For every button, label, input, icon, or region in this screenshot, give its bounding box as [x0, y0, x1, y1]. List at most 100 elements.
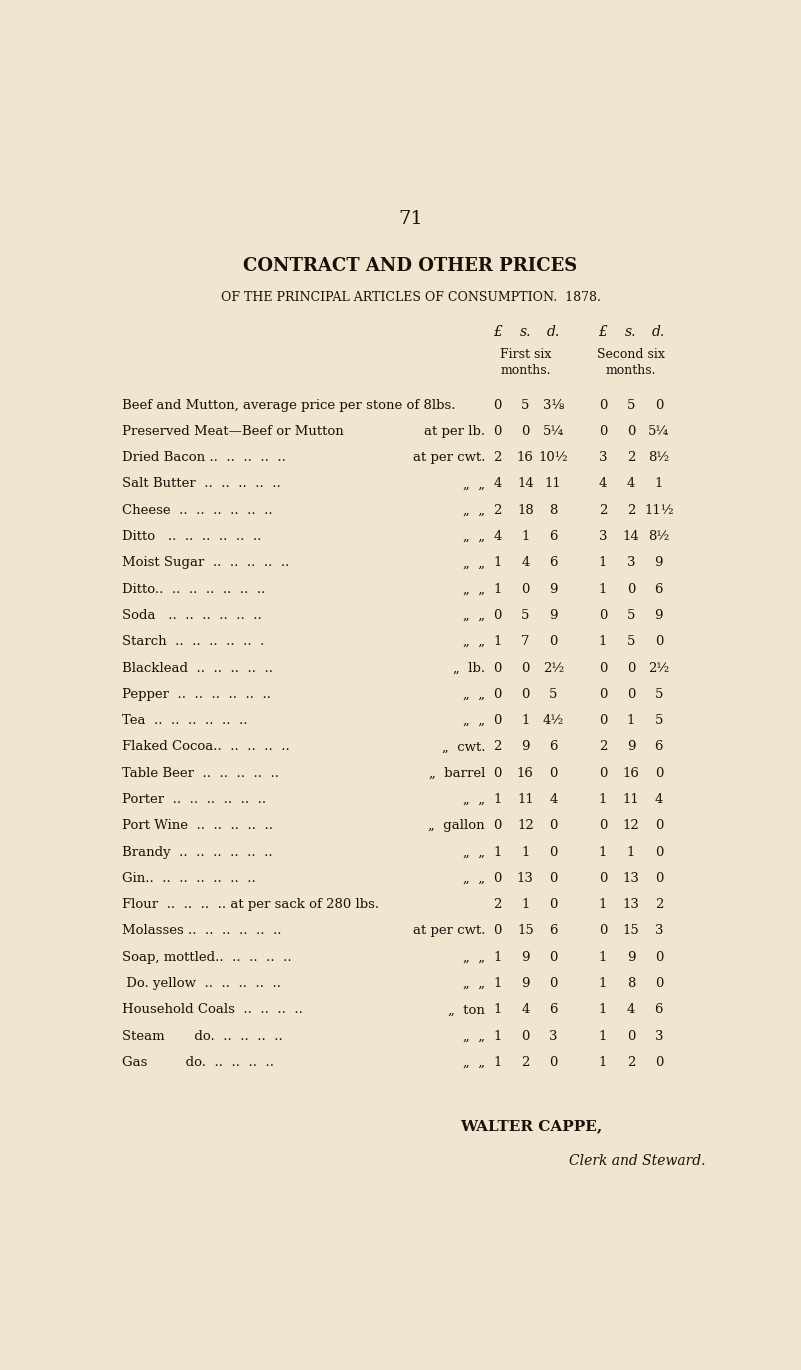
Text: Ditto..  ..  ..  ..  ..  ..  ..: Ditto.. .. .. .. .. .. ..: [122, 582, 265, 596]
Text: 0: 0: [654, 767, 663, 780]
Text: „  „: „ „: [463, 1056, 485, 1069]
Text: 4: 4: [654, 793, 663, 806]
Text: „  „: „ „: [463, 871, 485, 885]
Text: 1: 1: [493, 1030, 501, 1043]
Text: 5: 5: [626, 608, 635, 622]
Text: 0: 0: [626, 662, 635, 674]
Text: 3: 3: [549, 1030, 557, 1043]
Text: 11: 11: [517, 793, 533, 806]
Text: 71: 71: [398, 210, 423, 227]
Text: „  „: „ „: [463, 582, 485, 596]
Text: 2½: 2½: [648, 662, 670, 674]
Text: Gin..  ..  ..  ..  ..  ..  ..: Gin.. .. .. .. .. .. ..: [122, 871, 256, 885]
Text: 0: 0: [599, 662, 607, 674]
Text: 0: 0: [549, 871, 557, 885]
Text: 0: 0: [549, 899, 557, 911]
Text: „  „: „ „: [463, 714, 485, 727]
Text: 1: 1: [493, 582, 501, 596]
Text: 9: 9: [521, 951, 529, 963]
Text: 0: 0: [626, 688, 635, 701]
Text: d.: d.: [652, 325, 666, 338]
Text: „  „: „ „: [463, 556, 485, 570]
Text: 0: 0: [549, 636, 557, 648]
Text: 1: 1: [493, 977, 501, 991]
Text: 3: 3: [626, 556, 635, 570]
Text: 0: 0: [626, 425, 635, 438]
Text: WALTER CAPPE,: WALTER CAPPE,: [461, 1119, 602, 1133]
Text: „  „: „ „: [463, 951, 485, 963]
Text: 18: 18: [517, 504, 533, 516]
Text: 14: 14: [622, 530, 639, 543]
Text: 3⅛: 3⅛: [542, 399, 564, 411]
Text: 1: 1: [493, 1056, 501, 1069]
Text: 2: 2: [599, 740, 607, 754]
Text: 0: 0: [493, 688, 501, 701]
Text: 1: 1: [599, 1056, 607, 1069]
Text: Gas         do.  ..  ..  ..  ..: Gas do. .. .. .. ..: [122, 1056, 274, 1069]
Text: 0: 0: [493, 608, 501, 622]
Text: Ditto   ..  ..  ..  ..  ..  ..: Ditto .. .. .. .. .. ..: [122, 530, 261, 543]
Text: Port Wine  ..  ..  ..  ..  ..: Port Wine .. .. .. .. ..: [122, 819, 273, 832]
Text: 4: 4: [599, 478, 607, 490]
Text: 12: 12: [622, 819, 639, 832]
Text: 0: 0: [493, 925, 501, 937]
Text: „  „: „ „: [463, 1030, 485, 1043]
Text: 3: 3: [654, 925, 663, 937]
Text: „  ton: „ ton: [448, 1003, 485, 1017]
Text: Second six
months.: Second six months.: [597, 348, 665, 378]
Text: 0: 0: [521, 662, 529, 674]
Text: 6: 6: [654, 1003, 663, 1017]
Text: Pepper  ..  ..  ..  ..  ..  ..: Pepper .. .. .. .. .. ..: [122, 688, 271, 701]
Text: 9: 9: [549, 608, 557, 622]
Text: 0: 0: [493, 714, 501, 727]
Text: 5: 5: [654, 714, 663, 727]
Text: 9: 9: [626, 740, 635, 754]
Text: 16: 16: [517, 451, 533, 464]
Text: 15: 15: [517, 925, 533, 937]
Text: 6: 6: [654, 582, 663, 596]
Text: 2: 2: [493, 899, 501, 911]
Text: 0: 0: [521, 688, 529, 701]
Text: „  gallon: „ gallon: [429, 819, 485, 832]
Text: OF THE PRINCIPAL ARTICLES OF CONSUMPTION.  1878.: OF THE PRINCIPAL ARTICLES OF CONSUMPTION…: [220, 290, 601, 304]
Text: Blacklead  ..  ..  ..  ..  ..: Blacklead .. .. .. .. ..: [122, 662, 273, 674]
Text: 0: 0: [599, 425, 607, 438]
Text: 1: 1: [493, 845, 501, 859]
Text: 0: 0: [549, 951, 557, 963]
Text: 1: 1: [599, 793, 607, 806]
Text: Starch  ..  ..  ..  ..  ..  .: Starch .. .. .. .. .. .: [122, 636, 264, 648]
Text: at per cwt.: at per cwt.: [413, 925, 485, 937]
Text: £: £: [598, 325, 607, 338]
Text: 1: 1: [493, 793, 501, 806]
Text: 14: 14: [517, 478, 533, 490]
Text: 0: 0: [549, 1056, 557, 1069]
Text: 2: 2: [493, 451, 501, 464]
Text: 0: 0: [626, 1030, 635, 1043]
Text: 9: 9: [626, 951, 635, 963]
Text: 0: 0: [521, 425, 529, 438]
Text: 3: 3: [598, 530, 607, 543]
Text: d.: d.: [546, 325, 560, 338]
Text: 1: 1: [599, 1003, 607, 1017]
Text: 1: 1: [599, 582, 607, 596]
Text: 2: 2: [521, 1056, 529, 1069]
Text: 8½: 8½: [648, 530, 670, 543]
Text: 5: 5: [626, 636, 635, 648]
Text: 11½: 11½: [644, 504, 674, 516]
Text: „  „: „ „: [463, 793, 485, 806]
Text: „  „: „ „: [463, 845, 485, 859]
Text: Soda   ..  ..  ..  ..  ..  ..: Soda .. .. .. .. .. ..: [122, 608, 262, 622]
Text: „  „: „ „: [463, 636, 485, 648]
Text: Molasses ..  ..  ..  ..  ..  ..: Molasses .. .. .. .. .. ..: [122, 925, 281, 937]
Text: 4: 4: [521, 1003, 529, 1017]
Text: Do. yellow  ..  ..  ..  ..  ..: Do. yellow .. .. .. .. ..: [122, 977, 281, 991]
Text: 9: 9: [521, 740, 529, 754]
Text: 6: 6: [549, 1003, 557, 1017]
Text: „  „: „ „: [463, 478, 485, 490]
Text: 9: 9: [521, 977, 529, 991]
Text: 1: 1: [599, 1030, 607, 1043]
Text: 16: 16: [517, 767, 533, 780]
Text: 10½: 10½: [538, 451, 568, 464]
Text: Tea  ..  ..  ..  ..  ..  ..: Tea .. .. .. .. .. ..: [122, 714, 248, 727]
Text: 4: 4: [521, 556, 529, 570]
